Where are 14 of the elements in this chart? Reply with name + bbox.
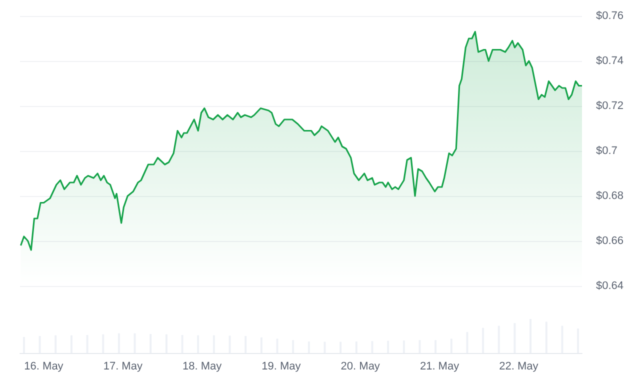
x-tick-label: 19. May	[262, 360, 302, 372]
y-tick-label: $0.68	[596, 190, 624, 202]
y-tick-label: $0.66	[596, 235, 624, 247]
y-tick-label: $0.7	[596, 145, 618, 157]
y-tick-label: $0.76	[596, 10, 624, 22]
x-tick-label: 20. May	[340, 360, 380, 372]
x-tick-label: 16. May	[24, 360, 64, 372]
y-tick-label: $0.64	[596, 280, 624, 292]
y-tick-label: $0.72	[596, 100, 624, 112]
y-tick-label: $0.74	[596, 55, 624, 67]
x-tick-label: 21. May	[420, 360, 460, 372]
x-tick-label: 18. May	[182, 360, 222, 372]
x-tick-label: 22. May	[499, 360, 539, 372]
x-tick-label: 17. May	[103, 360, 143, 372]
